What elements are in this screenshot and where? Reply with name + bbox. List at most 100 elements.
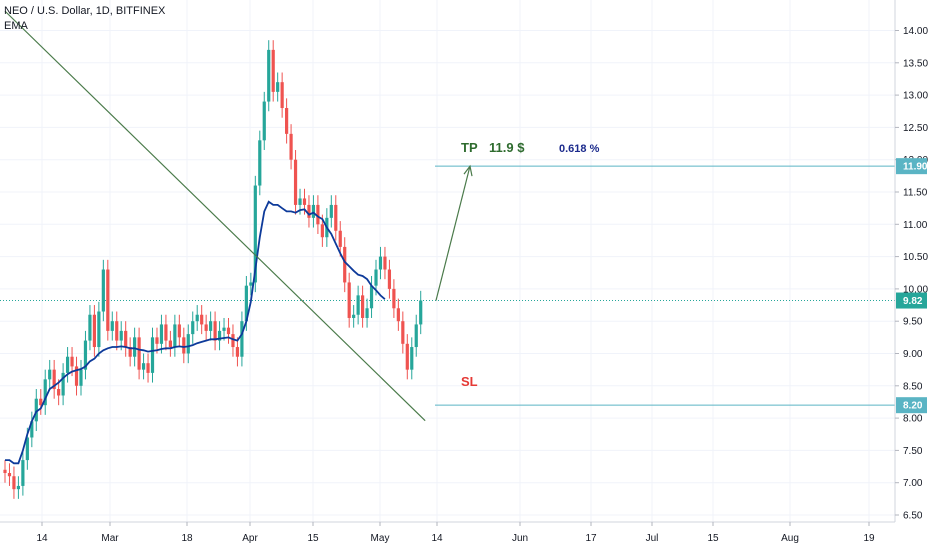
candle [25,437,29,461]
candle [43,379,47,406]
candle [177,324,181,338]
candle [70,356,74,367]
price-tick-label: 11.50 [903,188,928,199]
candle [7,473,12,477]
candle [320,224,324,238]
candle [343,246,347,283]
candle [414,324,418,348]
tp-value: 11.9 $ [489,140,525,155]
candle [150,337,155,373]
candle [231,334,235,348]
price-marker-label: 8.20 [903,401,923,412]
candle [128,347,132,357]
price-marker-label: 11.90 [903,162,928,173]
candle [217,330,222,341]
candle [101,269,105,312]
arrow-head [463,164,473,177]
trendline [4,10,426,422]
chart-grid [0,0,895,522]
candle [361,295,365,318]
candle [133,337,137,357]
candle [329,204,333,218]
level-lines [435,165,895,406]
candle [226,327,231,335]
candle [79,369,83,386]
candle [155,337,159,344]
time-tick-label: 19 [863,533,875,544]
indicator-label: EMA [4,20,28,32]
time-tick-label: 15 [307,533,319,544]
candle [298,198,302,205]
price-tick-label: 9.50 [903,317,923,328]
price-tick-label: 8.00 [903,414,923,425]
candle [271,49,275,92]
candle [396,308,400,322]
candle [307,204,311,218]
candle [392,288,396,309]
candle [289,133,293,160]
candle [405,343,409,370]
candle [16,485,21,490]
price-tick-label: 10.00 [903,284,928,295]
tp-label: TP [461,140,478,155]
ema-line [5,200,386,465]
time-tick-label: May [371,533,390,544]
price-axis[interactable]: 14.0013.5013.0012.5012.0011.5011.0010.50… [894,0,928,522]
candle [195,314,199,322]
candle [267,49,271,102]
candle [249,282,253,286]
candle [374,269,378,286]
candle [258,140,262,186]
price-tick-label: 7.50 [903,446,923,457]
price-tick-label: 11.00 [903,220,928,231]
price-tick-label: 13.00 [903,91,928,102]
candle [209,321,213,331]
time-tick-label: Aug [781,533,799,544]
candle [30,421,34,438]
candle [74,366,79,386]
candle [222,327,226,331]
time-tick-label: 15 [707,533,719,544]
candle [97,311,101,348]
candle [244,285,248,322]
candle [34,398,38,422]
candle [213,321,217,341]
candle [293,159,298,205]
candle [419,300,423,325]
ema-polyline [5,200,386,465]
price-tick-label: 6.50 [903,511,923,522]
candle [57,389,61,396]
time-tick-label: Mar [101,533,119,544]
price-marker [896,292,927,309]
candle [311,204,316,218]
candle [262,101,266,141]
candle [48,369,52,380]
candle [173,324,177,348]
candle [410,347,414,370]
candle [124,330,128,348]
time-tick-label: 14 [431,533,443,544]
candle [253,185,257,283]
candle [92,314,96,348]
sl-label: SL [461,374,478,389]
price-tick-label: 14.00 [903,26,928,37]
candle [285,108,289,134]
candle [365,308,369,318]
candle [65,356,70,373]
price-tick-label: 12.50 [903,123,928,134]
price-marker-label: 9.82 [903,296,923,307]
candle [401,321,405,344]
candle [280,82,284,109]
candle [137,337,141,370]
candle [316,204,320,225]
time-axis[interactable]: 14 Mar 18 Apr 15 May 14 Jun 17 Jul 15 Aug 19 [0,521,895,544]
price-marker [896,397,927,414]
time-tick-label: 18 [181,533,193,544]
price-tick-label: 7.00 [903,478,923,489]
candle [159,324,164,344]
time-tick-label: 14 [36,533,48,544]
candle [3,469,7,474]
candle [164,324,168,341]
chart-legend: NEO / U.S. Dollar, 1D, BITFINEX EMA [4,4,165,34]
